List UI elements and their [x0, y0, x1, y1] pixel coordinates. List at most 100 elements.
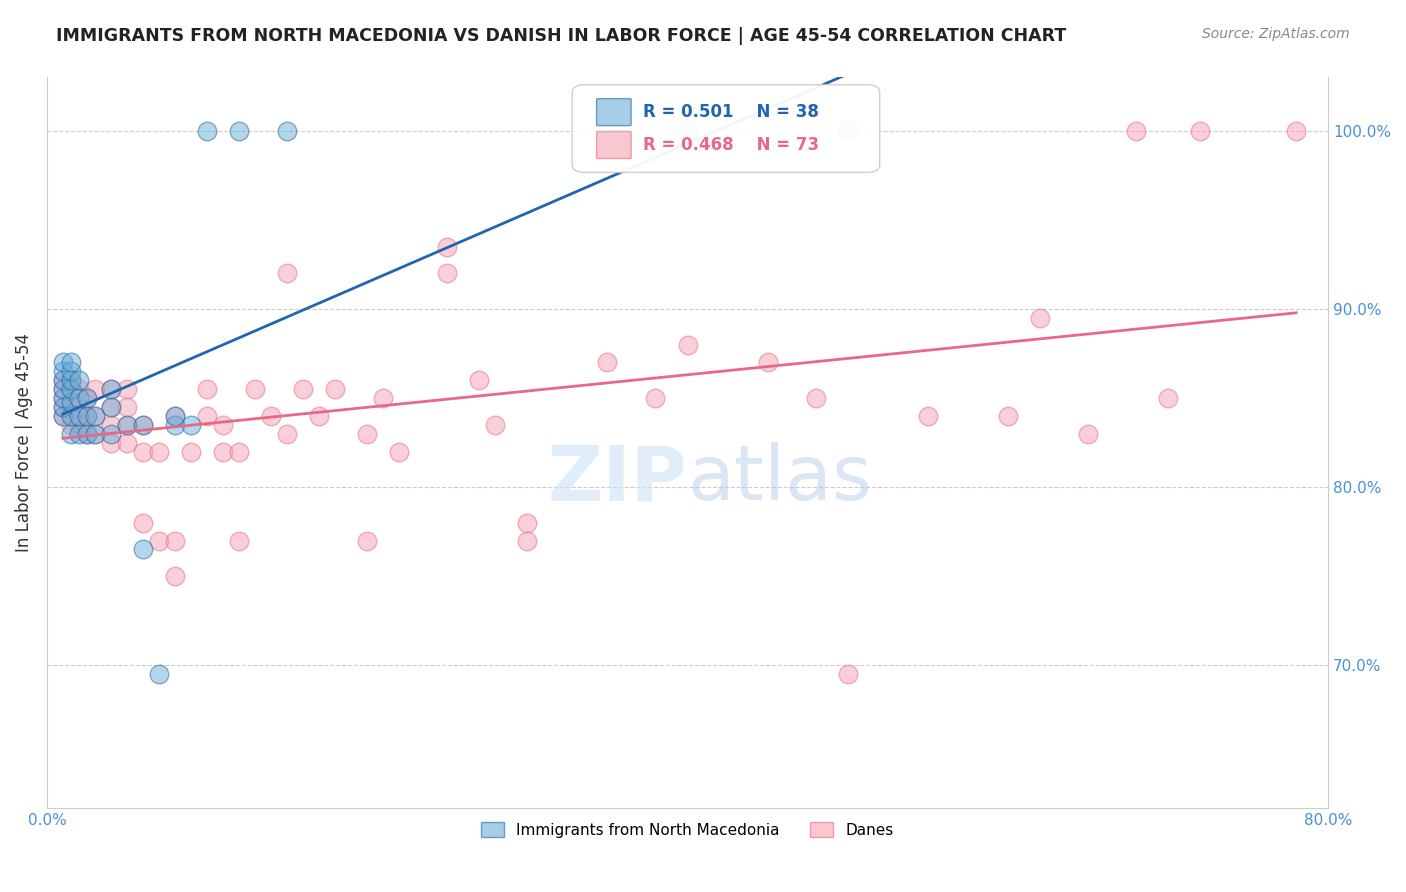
Point — [67, 409, 90, 423]
Point — [180, 417, 202, 432]
Point — [163, 417, 186, 432]
Point — [195, 382, 218, 396]
Point — [323, 382, 346, 396]
Point — [917, 409, 939, 423]
Text: R = 0.501    N = 38: R = 0.501 N = 38 — [643, 103, 818, 120]
Point — [676, 337, 699, 351]
Point — [180, 444, 202, 458]
Point — [59, 382, 82, 396]
FancyBboxPatch shape — [572, 85, 880, 172]
Point — [644, 391, 666, 405]
Point — [1125, 124, 1147, 138]
Point — [52, 382, 75, 396]
Point — [59, 409, 82, 423]
Point — [84, 426, 107, 441]
Point — [436, 266, 458, 280]
Point — [756, 355, 779, 369]
Point — [59, 426, 82, 441]
Point — [163, 409, 186, 423]
Point — [243, 382, 266, 396]
Point — [132, 417, 155, 432]
Point — [52, 391, 75, 405]
Point — [260, 409, 283, 423]
Point — [76, 426, 98, 441]
Point — [516, 516, 538, 530]
Point — [1029, 310, 1052, 325]
Y-axis label: In Labor Force | Age 45-54: In Labor Force | Age 45-54 — [15, 333, 32, 552]
Point — [436, 240, 458, 254]
Point — [115, 417, 138, 432]
Text: Source: ZipAtlas.com: Source: ZipAtlas.com — [1202, 27, 1350, 41]
Point — [59, 364, 82, 378]
Point — [132, 542, 155, 557]
Point — [76, 426, 98, 441]
Point — [84, 382, 107, 396]
Point — [212, 417, 235, 432]
Point — [596, 355, 619, 369]
Point — [132, 417, 155, 432]
Point — [52, 391, 75, 405]
Point — [76, 409, 98, 423]
Point — [388, 444, 411, 458]
Point — [76, 391, 98, 405]
Point — [228, 444, 250, 458]
Point — [67, 373, 90, 387]
Point — [148, 533, 170, 548]
Point — [516, 533, 538, 548]
Point — [100, 400, 122, 414]
Point — [59, 373, 82, 387]
Point — [468, 373, 491, 387]
Point — [228, 124, 250, 138]
Point — [132, 516, 155, 530]
Point — [100, 382, 122, 396]
Point — [195, 124, 218, 138]
Point — [1285, 124, 1308, 138]
Point — [100, 400, 122, 414]
Point — [115, 435, 138, 450]
Point — [76, 409, 98, 423]
Point — [59, 417, 82, 432]
Point — [1188, 124, 1211, 138]
Point — [100, 435, 122, 450]
Point — [228, 533, 250, 548]
Point — [276, 124, 298, 138]
Point — [212, 444, 235, 458]
Point — [676, 124, 699, 138]
Text: ZIP: ZIP — [548, 442, 688, 516]
Point — [52, 373, 75, 387]
Point — [195, 409, 218, 423]
Point — [356, 533, 378, 548]
Point — [67, 400, 90, 414]
Point — [163, 533, 186, 548]
Point — [52, 409, 75, 423]
Legend: Immigrants from North Macedonia, Danes: Immigrants from North Macedonia, Danes — [475, 815, 900, 844]
Point — [276, 426, 298, 441]
Point — [67, 417, 90, 432]
Point — [1077, 426, 1099, 441]
Point — [52, 373, 75, 387]
Point — [59, 373, 82, 387]
Text: atlas: atlas — [688, 442, 872, 516]
Point — [115, 417, 138, 432]
Point — [67, 391, 90, 405]
Text: IMMIGRANTS FROM NORTH MACEDONIA VS DANISH IN LABOR FORCE | AGE 45-54 CORRELATION: IMMIGRANTS FROM NORTH MACEDONIA VS DANIS… — [56, 27, 1067, 45]
Point — [100, 417, 122, 432]
Point — [997, 409, 1019, 423]
Point — [84, 409, 107, 423]
Point — [84, 409, 107, 423]
FancyBboxPatch shape — [596, 131, 631, 159]
Point — [373, 391, 395, 405]
Point — [52, 400, 75, 414]
Point — [84, 426, 107, 441]
Point — [148, 667, 170, 681]
Point — [1157, 391, 1180, 405]
Point — [148, 444, 170, 458]
Point — [837, 124, 859, 138]
Point — [163, 569, 186, 583]
Point — [100, 426, 122, 441]
Point — [59, 400, 82, 414]
Point — [100, 382, 122, 396]
Point — [115, 382, 138, 396]
Point — [356, 426, 378, 441]
Point — [67, 382, 90, 396]
